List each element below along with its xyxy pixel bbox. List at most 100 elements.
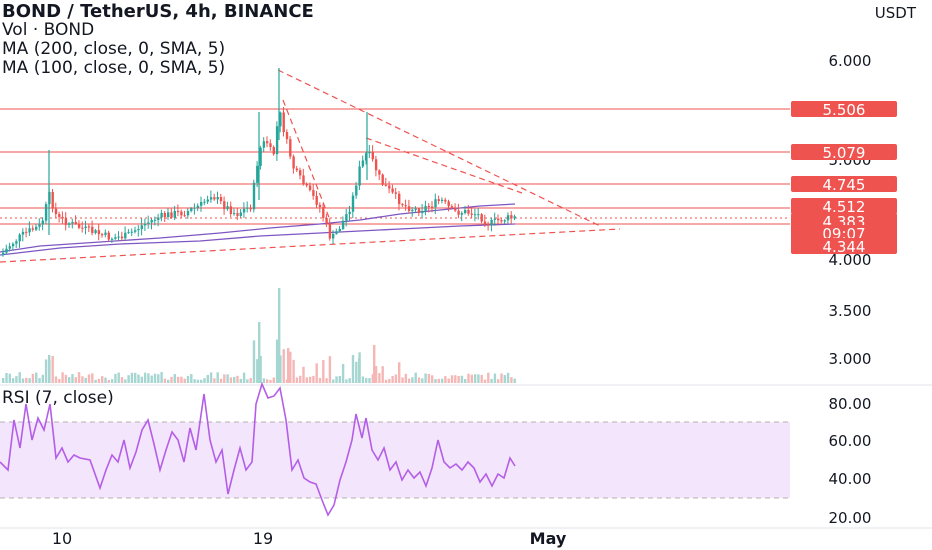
candle-body (464, 209, 467, 214)
candle (490, 217, 493, 232)
candle (368, 144, 371, 159)
ma-100-line (0, 203, 516, 253)
volume-bar (252, 340, 256, 383)
candle-body (163, 212, 167, 217)
candle (358, 160, 361, 191)
candle-body (497, 218, 500, 221)
candle (361, 155, 365, 169)
candle-body (289, 139, 292, 157)
volume-bar (31, 373, 35, 383)
price-tick-label: 3.000 (829, 350, 872, 368)
candle-body (318, 204, 322, 208)
candle (173, 206, 176, 221)
candle (2, 248, 5, 257)
volume-bar (305, 377, 308, 383)
candle-body (213, 197, 216, 200)
candle (421, 204, 424, 219)
candle (130, 228, 134, 237)
candle (61, 211, 64, 225)
volume-bar (15, 376, 18, 383)
volume-bar (236, 375, 239, 383)
volume-bar (176, 376, 180, 383)
candle-body (292, 156, 295, 169)
volume-bar (64, 374, 68, 383)
candle-body (216, 197, 219, 200)
candle-body (110, 238, 114, 240)
candle-body (81, 227, 84, 229)
candle-body (398, 193, 401, 205)
candle-body (203, 201, 206, 203)
volume-bar (332, 379, 335, 383)
volume-bar (74, 377, 77, 383)
candle (28, 221, 31, 236)
volume-bar (447, 378, 450, 383)
candle-body (365, 153, 368, 161)
candle (120, 231, 124, 241)
volume-bar (348, 378, 351, 383)
volume-bar (490, 378, 493, 383)
volume-bar (48, 355, 51, 383)
candle-body (473, 214, 477, 216)
rsi-tick-label: 60.00 (829, 432, 872, 450)
candle-body (262, 141, 266, 148)
volume-bar (391, 376, 394, 383)
candle (249, 204, 252, 212)
candle (44, 201, 48, 225)
volume-bar (8, 373, 11, 383)
candle-body (147, 222, 150, 224)
volume-bar (467, 373, 470, 383)
candle (147, 215, 150, 229)
volume-bar (147, 373, 150, 383)
candle-body (127, 231, 130, 233)
candle (170, 208, 173, 219)
volume-bar (239, 378, 242, 383)
candle (444, 197, 447, 205)
candle-body (259, 147, 262, 166)
volume-bar (279, 355, 282, 383)
volume-bar (190, 374, 193, 383)
volume-bar (444, 376, 447, 383)
candle-body (470, 213, 473, 215)
candle (437, 195, 440, 205)
volume-bar (87, 374, 91, 383)
candle-body (54, 208, 58, 215)
candle (31, 225, 35, 232)
volume-bar (345, 379, 348, 383)
volume-bar (315, 363, 318, 383)
candle (411, 207, 414, 217)
candle (427, 203, 431, 213)
candle-body (193, 207, 196, 209)
volume-bar (91, 373, 94, 383)
candle (401, 203, 404, 207)
candle-body (68, 223, 71, 225)
volume-bar (497, 379, 500, 383)
candle (246, 201, 249, 213)
price-label-badge: 5.506 (791, 101, 897, 119)
candle (200, 196, 203, 212)
candle-body (209, 197, 213, 200)
candle (371, 145, 374, 162)
candle-body (91, 226, 94, 233)
candle (318, 202, 322, 213)
candle (269, 139, 272, 151)
volume-bar (302, 366, 305, 383)
candle (11, 242, 15, 251)
candle (209, 190, 213, 203)
candle-body (21, 231, 25, 235)
candle (348, 205, 351, 221)
candle-body (510, 215, 513, 219)
legend-title: BOND / TetherUS, 4h, BINANCE (2, 1, 314, 22)
volume-bars (2, 288, 516, 383)
volume-bar (371, 374, 374, 383)
candle (196, 203, 200, 212)
volume-bar (325, 378, 328, 383)
volume-bar (186, 375, 190, 383)
candle (302, 168, 305, 186)
volume-bar (287, 348, 290, 383)
candle (404, 199, 407, 211)
candle (167, 208, 170, 220)
volume-bar (454, 375, 457, 383)
candle (54, 202, 58, 218)
volume-bar (289, 351, 292, 383)
